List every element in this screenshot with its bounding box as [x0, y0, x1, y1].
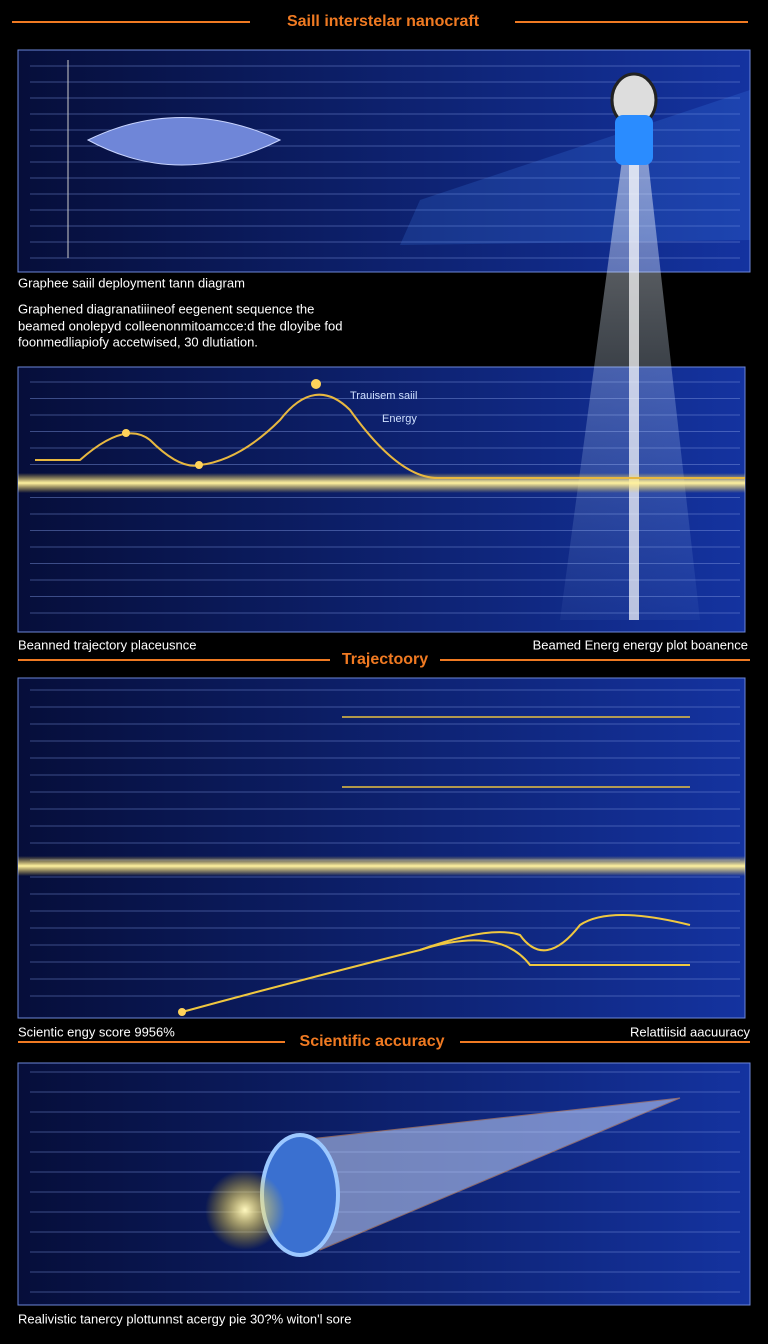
trajectory-curve: [419, 939, 690, 966]
curve-label: Energy: [382, 413, 417, 425]
caption: Relattiisid aacuuracy: [630, 1024, 750, 1039]
description: beamed onolepyd colleenonmitoamcce:d the…: [18, 318, 343, 333]
description: foonmedliapiofy accetwised, 30 dlutiatio…: [18, 334, 258, 349]
energy-curve: [35, 393, 745, 480]
point: [311, 379, 321, 389]
page-title: Saill interstelar nanocraft: [287, 13, 480, 30]
sail: [86, 117, 282, 166]
caption: Beanned trajectory placeusnce: [18, 637, 197, 652]
engine-glow: [205, 1170, 285, 1250]
point: [178, 1008, 186, 1016]
glow-line: [18, 856, 745, 876]
description: Graphened diagranatiiineof eegenent sequ…: [18, 301, 314, 316]
glow-line: [18, 473, 745, 493]
section-title: Scientific accuracy: [300, 1033, 445, 1050]
trajectory-curve: [181, 914, 691, 1013]
caption: Scientic engy score 9956%: [18, 1024, 175, 1039]
caption: Graphee saiil deployment tann diagram: [18, 275, 245, 290]
sail-mesh: [400, 90, 750, 245]
point: [122, 429, 130, 437]
curve-label: Trauisem saiil: [350, 390, 417, 402]
point: [195, 461, 203, 469]
caption: Beamed Energ energy plot boanence: [533, 637, 748, 652]
panel: [17, 677, 746, 1019]
beam-core: [629, 160, 639, 620]
spacecraft-body: [615, 115, 653, 165]
section-title: Trajectoory: [342, 651, 428, 668]
caption: Realivistic tanercy plottunnst acergy pi…: [18, 1311, 351, 1326]
